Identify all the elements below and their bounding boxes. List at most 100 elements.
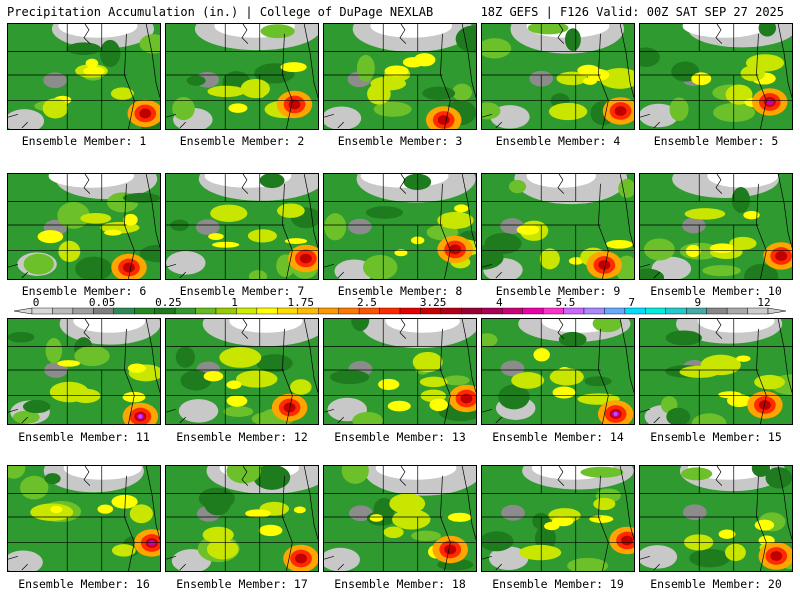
member-label: Ensemble Member: 13 (334, 430, 466, 444)
precip-cell (219, 347, 262, 368)
heavy-precip-core (598, 260, 611, 270)
precip-cell (245, 509, 271, 518)
precip-cell (452, 83, 473, 101)
colorbar-tick-label: 3.25 (420, 297, 447, 309)
precip-map (482, 319, 634, 424)
precip-map (482, 466, 634, 571)
precip-cell (758, 24, 777, 37)
precip-cell (330, 369, 370, 385)
map-panel (165, 23, 319, 130)
precip-cell (370, 76, 407, 91)
precip-cell (743, 210, 760, 220)
precip-cell (172, 96, 195, 121)
heavy-precip-core (775, 251, 788, 261)
dry-region (58, 24, 138, 38)
precip-map (324, 24, 476, 129)
precip-cell (454, 204, 469, 213)
member-label: Ensemble Member: 18 (334, 577, 466, 591)
precip-cell (378, 378, 400, 390)
member-label: Ensemble Member: 10 (650, 284, 782, 298)
state-boundaries (640, 319, 792, 424)
dry-region (375, 466, 457, 480)
precip-cell (709, 243, 735, 253)
heavy-precip-core (444, 544, 457, 555)
precip-map (8, 174, 160, 279)
precip-cell (558, 331, 587, 347)
precip-cell (97, 504, 114, 514)
state-boundaries (324, 319, 476, 424)
map-panel (165, 465, 319, 572)
heavy-precip-core (139, 108, 152, 119)
precip-cell (45, 337, 63, 364)
state-boundaries (640, 24, 792, 129)
dry-region (640, 545, 678, 569)
colorbar-swatch (502, 307, 523, 315)
precip-cell (22, 400, 51, 414)
colorbar-tick-label: 9 (695, 297, 702, 309)
precip-cell (362, 254, 398, 279)
precip-cell (139, 244, 160, 263)
colorbar-swatch (461, 307, 482, 315)
precip-map (640, 319, 792, 424)
dry-region (195, 219, 220, 235)
precip-cell (8, 466, 26, 479)
heavy-precip-core (765, 99, 774, 105)
precip-cell (394, 249, 408, 257)
precip-cell (223, 406, 254, 417)
precip-cell (482, 102, 501, 120)
precip-map (8, 319, 160, 424)
precip-map (8, 466, 160, 571)
heavy-precip-core (770, 551, 783, 561)
precip-cell (551, 516, 574, 527)
precip-cell (447, 512, 472, 522)
precip-cell (736, 355, 751, 362)
precip-cell (691, 413, 727, 424)
precip-cell (248, 270, 268, 279)
member-label: Ensemble Member: 11 (18, 430, 150, 444)
precip-cell (324, 213, 347, 241)
precip-cell (198, 487, 235, 510)
precip-cell (580, 466, 624, 478)
precip-cell (384, 65, 409, 77)
precip-cell (369, 514, 384, 522)
heavy-precip-core (758, 400, 771, 410)
precip-cell (50, 505, 63, 514)
precip-cell (30, 503, 74, 521)
colorbar: 0 0.05 0.25 1 1.75 2.5 3.25 4 5.5 7 9 12 (13, 297, 787, 315)
precip-cell (691, 72, 712, 86)
precip-cell (516, 224, 540, 235)
precip-cell (80, 212, 112, 224)
map-panel (165, 318, 319, 425)
heavy-precip-core (147, 540, 156, 546)
precip-cell (725, 543, 746, 562)
precip-map (640, 174, 792, 279)
precip-cell (534, 525, 556, 551)
colorbar-tick-label: 0.05 (89, 297, 116, 309)
precip-map (324, 174, 476, 279)
precip-cell (392, 509, 431, 530)
map-panel (323, 318, 477, 425)
colorbar-swatch (522, 307, 544, 315)
member-label: Ensemble Member: 7 (179, 284, 305, 298)
precip-cell (207, 85, 246, 98)
precip-cell (666, 407, 691, 424)
colorbar-swatch (665, 307, 687, 315)
state-boundaries (166, 24, 318, 129)
precip-cell (552, 386, 576, 399)
state-boundaries (482, 174, 634, 279)
colorbar-tick-label: 0.25 (155, 297, 182, 309)
precip-cell (412, 351, 443, 373)
precip-cell (127, 363, 146, 373)
colorbar-swatch (645, 307, 666, 315)
precip-cell (443, 375, 470, 386)
precip-map (166, 174, 318, 279)
dry-region (166, 251, 206, 275)
precip-cell (74, 345, 110, 367)
map-panel (639, 465, 793, 572)
colorbar-tick-label: 2.5 (357, 297, 377, 309)
precip-cell (605, 239, 633, 249)
precip-cell (49, 381, 89, 403)
precip-cell (725, 84, 753, 105)
precip-cell (568, 257, 584, 265)
member-label: Ensemble Member: 9 (495, 284, 621, 298)
